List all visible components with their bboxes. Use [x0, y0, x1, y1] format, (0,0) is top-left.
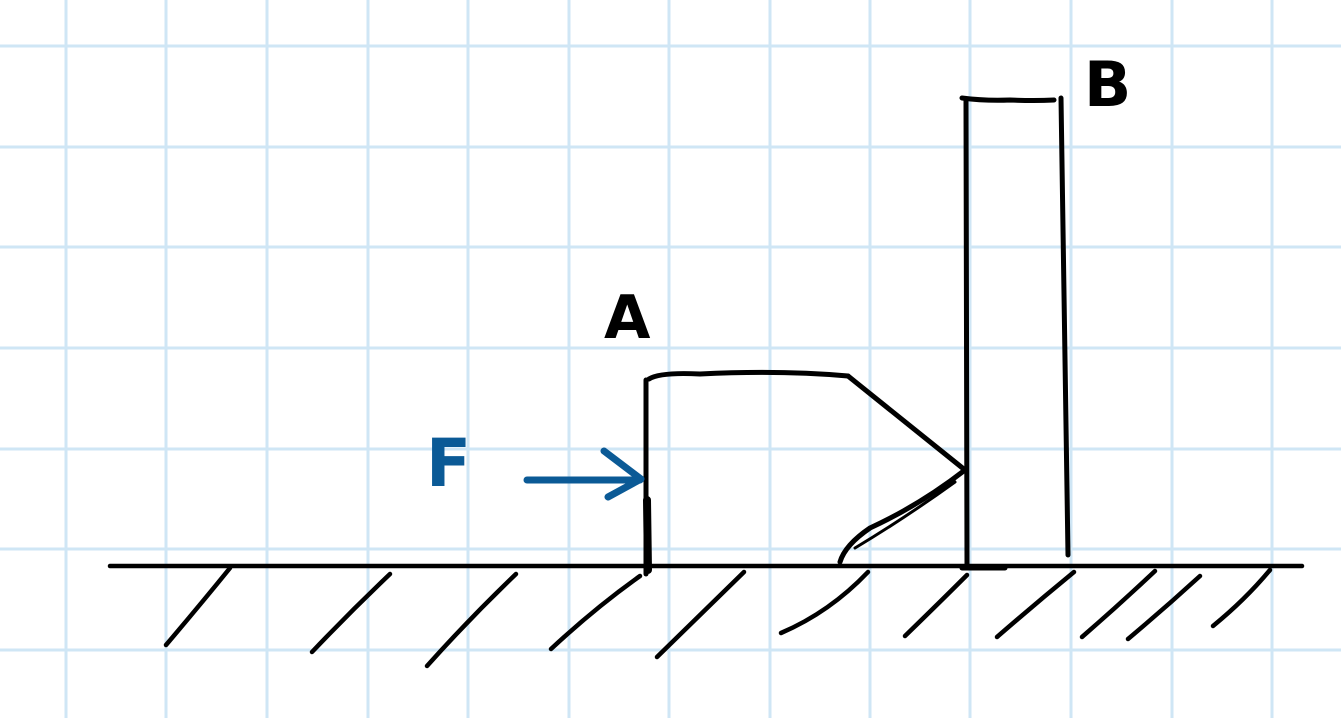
block-a — [643, 369, 968, 577]
block-b-right-edge — [1058, 95, 1071, 558]
block-a-lower-slant — [837, 467, 968, 565]
block-a-lower-slant-trace — [853, 480, 957, 550]
label-b: B — [1084, 48, 1131, 121]
block-b — [959, 95, 1071, 571]
block-a-top-edge — [646, 369, 851, 382]
block-a-left-edge-thick — [643, 496, 652, 574]
force-arrow-head — [600, 447, 645, 501]
block-a-upper-slant — [845, 373, 968, 473]
block-b-top-edge — [959, 95, 1057, 103]
block-b-left-edge — [963, 97, 970, 569]
label-force: F — [426, 425, 471, 502]
ground — [107, 563, 1305, 669]
ground-hatching — [163, 565, 1273, 669]
label-a: A — [604, 283, 651, 353]
force-arrow — [523, 447, 645, 501]
